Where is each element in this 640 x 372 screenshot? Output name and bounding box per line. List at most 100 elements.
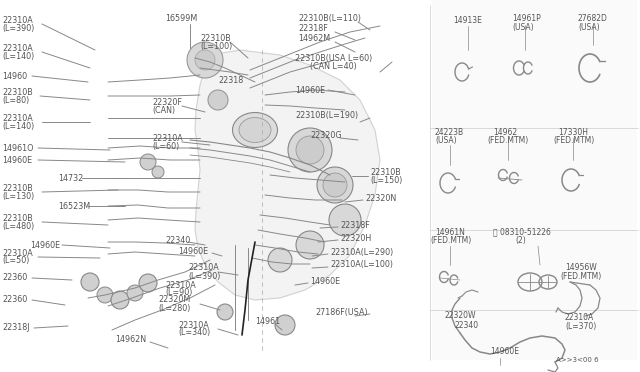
Text: 22310A: 22310A bbox=[2, 16, 33, 25]
Text: (L=370): (L=370) bbox=[565, 321, 596, 330]
Text: 14961: 14961 bbox=[255, 317, 280, 327]
Text: 14961P: 14961P bbox=[512, 13, 541, 22]
Text: 22310A(L=100): 22310A(L=100) bbox=[330, 260, 393, 269]
Text: 22320W: 22320W bbox=[445, 311, 477, 320]
Text: 22310A: 22310A bbox=[565, 314, 595, 323]
Circle shape bbox=[195, 50, 215, 70]
Text: (USA): (USA) bbox=[578, 22, 600, 32]
Text: (L=130): (L=130) bbox=[2, 192, 35, 201]
Text: 16523M: 16523M bbox=[58, 202, 90, 211]
Text: 14960E: 14960E bbox=[178, 247, 208, 257]
Circle shape bbox=[81, 273, 99, 291]
Text: (2): (2) bbox=[515, 235, 525, 244]
Circle shape bbox=[296, 136, 324, 164]
Text: 14962M: 14962M bbox=[298, 33, 330, 42]
Text: (FED.MTM): (FED.MTM) bbox=[487, 135, 528, 144]
Circle shape bbox=[217, 304, 233, 320]
Text: 14960E: 14960E bbox=[30, 241, 60, 250]
Text: Ⓢ 08310-51226: Ⓢ 08310-51226 bbox=[493, 228, 551, 237]
Text: (L=60): (L=60) bbox=[152, 141, 179, 151]
Text: 14960: 14960 bbox=[2, 71, 27, 80]
Text: (USA): (USA) bbox=[512, 22, 534, 32]
Text: 22310B(L=110): 22310B(L=110) bbox=[298, 13, 361, 22]
Text: 27682D: 27682D bbox=[578, 13, 608, 22]
FancyBboxPatch shape bbox=[432, 0, 637, 360]
Text: (L=340): (L=340) bbox=[178, 328, 211, 337]
Text: 14961O: 14961O bbox=[2, 144, 33, 153]
Circle shape bbox=[111, 291, 129, 309]
Text: 22320H: 22320H bbox=[340, 234, 371, 243]
Text: 22360: 22360 bbox=[2, 295, 28, 305]
Text: 14960E: 14960E bbox=[2, 155, 32, 164]
Text: 22310A: 22310A bbox=[2, 248, 33, 257]
Text: 22320G: 22320G bbox=[310, 131, 342, 140]
Circle shape bbox=[152, 166, 164, 178]
Text: 22310B: 22310B bbox=[200, 33, 231, 42]
Text: (L=280): (L=280) bbox=[158, 304, 190, 312]
Circle shape bbox=[317, 167, 353, 203]
Text: (CAN): (CAN) bbox=[152, 106, 175, 115]
Text: (USA): (USA) bbox=[435, 135, 456, 144]
Text: 22310A: 22310A bbox=[2, 113, 33, 122]
Circle shape bbox=[208, 90, 228, 110]
Text: 22310A: 22310A bbox=[178, 321, 209, 330]
Circle shape bbox=[140, 154, 156, 170]
Circle shape bbox=[97, 287, 113, 303]
Text: 22318F: 22318F bbox=[298, 23, 328, 32]
Circle shape bbox=[323, 173, 347, 197]
Text: 22318: 22318 bbox=[218, 76, 243, 84]
Circle shape bbox=[127, 285, 143, 301]
Text: 22310B: 22310B bbox=[2, 214, 33, 222]
Text: 22340: 22340 bbox=[165, 235, 190, 244]
Text: 17330H: 17330H bbox=[558, 128, 588, 137]
Circle shape bbox=[296, 231, 324, 259]
Ellipse shape bbox=[232, 112, 278, 148]
Text: 22310B: 22310B bbox=[2, 87, 33, 96]
Text: 22320N: 22320N bbox=[365, 193, 396, 202]
Text: 22310A(L=290): 22310A(L=290) bbox=[330, 247, 393, 257]
Text: (L=140): (L=140) bbox=[2, 122, 35, 131]
Text: (FED.MTM): (FED.MTM) bbox=[430, 235, 471, 244]
Text: 22310A: 22310A bbox=[152, 134, 183, 142]
Text: 24223B: 24223B bbox=[435, 128, 464, 137]
Text: 22320F: 22320F bbox=[152, 97, 182, 106]
Text: 14961N: 14961N bbox=[435, 228, 465, 237]
Text: (L=390): (L=390) bbox=[188, 272, 220, 280]
Text: 22310A: 22310A bbox=[188, 263, 219, 273]
Circle shape bbox=[288, 128, 332, 172]
Circle shape bbox=[139, 274, 157, 292]
Text: 22310A: 22310A bbox=[165, 280, 196, 289]
Text: 22310A: 22310A bbox=[2, 44, 33, 52]
Text: 14962N: 14962N bbox=[115, 336, 146, 344]
Circle shape bbox=[329, 204, 361, 236]
Text: 22310B: 22310B bbox=[2, 183, 33, 192]
Text: 22310B(USA L=60): 22310B(USA L=60) bbox=[295, 54, 372, 62]
Text: 22320M: 22320M bbox=[158, 295, 190, 305]
Text: (L=140): (L=140) bbox=[2, 51, 35, 61]
Text: (FED.MTM): (FED.MTM) bbox=[560, 272, 601, 280]
Text: (L=50): (L=50) bbox=[2, 257, 29, 266]
Text: (FED.MTM): (FED.MTM) bbox=[553, 135, 595, 144]
Text: 14913E: 14913E bbox=[453, 16, 482, 25]
Text: 22310B: 22310B bbox=[370, 167, 401, 176]
Text: 14960E: 14960E bbox=[295, 86, 325, 94]
Text: 22318J: 22318J bbox=[2, 324, 29, 333]
Text: (L=480): (L=480) bbox=[2, 221, 35, 231]
Circle shape bbox=[268, 248, 292, 272]
Text: 16599M: 16599M bbox=[165, 13, 197, 22]
Circle shape bbox=[275, 315, 295, 335]
Text: 14956W: 14956W bbox=[565, 263, 596, 273]
Text: 14732: 14732 bbox=[58, 173, 83, 183]
Text: 22318F: 22318F bbox=[340, 221, 370, 230]
PathPatch shape bbox=[195, 50, 380, 300]
Text: (L=390): (L=390) bbox=[2, 23, 35, 32]
Text: 27186F(USA): 27186F(USA) bbox=[315, 308, 367, 317]
Text: 22310B(L=190): 22310B(L=190) bbox=[295, 110, 358, 119]
Text: (L=150): (L=150) bbox=[370, 176, 403, 185]
Text: (L=80): (L=80) bbox=[2, 96, 29, 105]
Text: 22340: 22340 bbox=[455, 321, 479, 330]
Text: 14960E: 14960E bbox=[310, 278, 340, 286]
Circle shape bbox=[187, 42, 223, 78]
Text: (L=100): (L=100) bbox=[200, 42, 232, 51]
Text: (L=90): (L=90) bbox=[165, 289, 193, 298]
